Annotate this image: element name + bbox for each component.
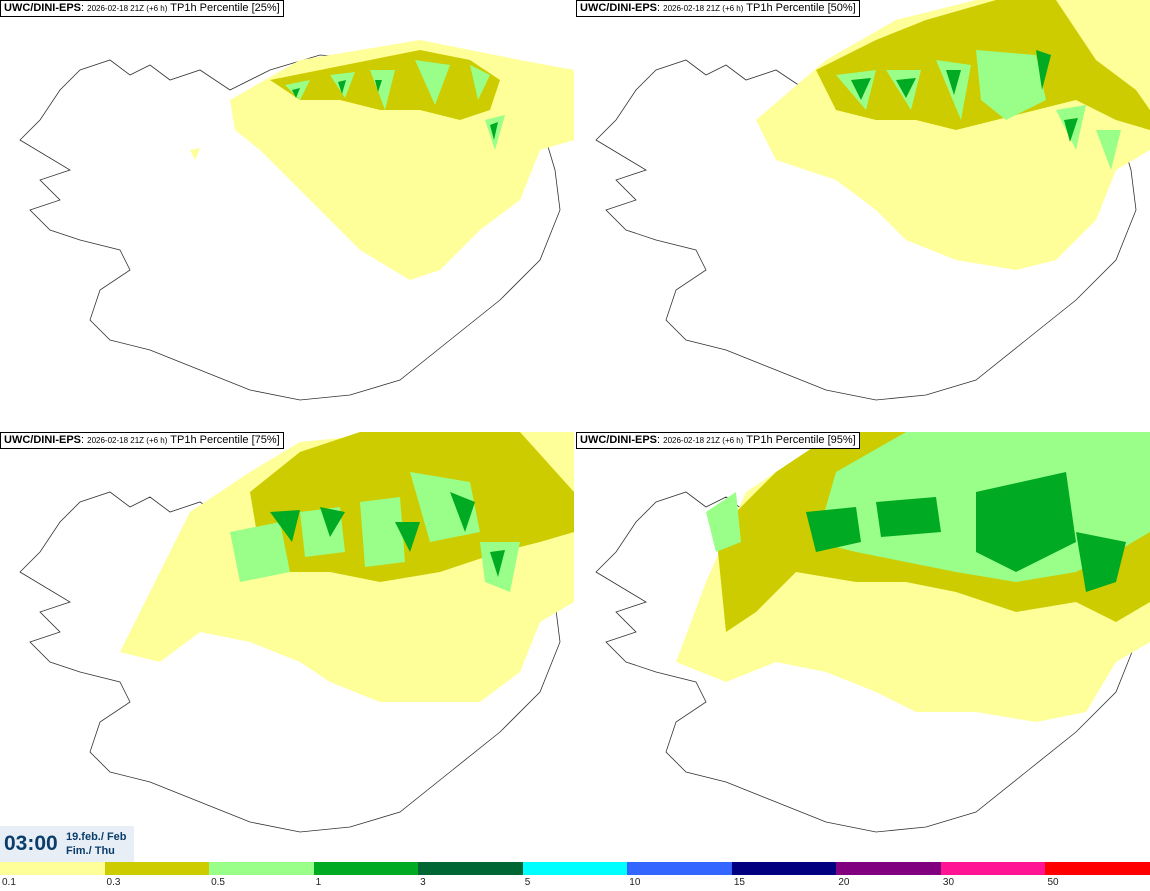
legend-tick-label: 0.5 [211,877,225,888]
legend-swatch-6 [627,862,732,875]
panel-title: UWC/DINI-EPS: 2026-02-18 21Z (+6 h) TP1h… [0,432,284,449]
legend-tick-label: 15 [733,877,745,888]
legend-swatch-2 [209,862,314,875]
model-name: UWC/DINI-EPS [4,434,81,446]
date-line-2: Fim./ Thu [66,845,115,857]
parameter-label: TP1h Percentile [25%] [170,2,280,14]
panel-title: UWC/DINI-EPS: 2026-02-18 21Z (+6 h) TP1h… [576,0,860,17]
run-time: 2026-02-18 21Z (+6 h) [663,436,744,445]
panel-title: UWC/DINI-EPS: 2026-02-18 21Z (+6 h) TP1h… [576,432,860,449]
legend-ticks: 0.1 0.3 0.5 1 3 5 10 15 20 30 50 [0,877,1150,891]
legend-swatch-10 [1045,862,1150,875]
legend-swatch-4 [418,862,523,875]
legend-tick-label: 1 [315,877,322,888]
legend-tick-label: 0.3 [106,877,121,888]
legend-tick-label: 0.1 [2,877,16,888]
legend-swatch-5 [522,862,628,875]
map-panel-p95: UWC/DINI-EPS: 2026-02-18 21Z (+6 h) TP1h… [576,432,1150,862]
legend-tick-label: 5 [524,877,531,888]
run-time: 2026-02-18 21Z (+6 h) [87,4,168,13]
legend-swatch-7 [731,862,837,875]
legend-tick-label: 3 [420,877,426,888]
model-name: UWC/DINI-EPS [4,2,81,14]
legend-swatch-9 [940,862,1046,875]
map-panel-p75: UWC/DINI-EPS: 2026-02-18 21Z (+6 h) TP1h… [0,432,574,862]
color-legend [0,862,1150,875]
valid-time-date: 19.feb./ Feb Fim./ Thu [66,830,127,858]
map-canvas [19,432,574,833]
map-canvas [595,432,1150,833]
map-panel-p50: UWC/DINI-EPS: 2026-02-18 21Z (+6 h) TP1h… [576,0,1150,430]
run-time: 2026-02-18 21Z (+6 h) [87,436,168,445]
model-name: UWC/DINI-EPS [580,2,657,14]
legend-swatch-0 [0,862,105,875]
legend-tick-label: 30 [942,877,955,888]
valid-time-box: 03:00 19.feb./ Feb Fim./ Thu [0,826,134,862]
map-canvas [595,0,1150,401]
parameter-label: TP1h Percentile [75%] [170,434,280,446]
run-time: 2026-02-18 21Z (+6 h) [663,4,744,13]
legend-swatch-8 [836,862,941,875]
map-canvas [19,40,574,401]
panel-title: UWC/DINI-EPS: 2026-02-18 21Z (+6 h) TP1h… [0,0,284,17]
date-line-1: 19.feb./ Feb [66,831,127,843]
parameter-label: TP1h Percentile [95%] [746,434,856,446]
legend-swatch-1 [104,862,210,875]
valid-time-clock: 03:00 [4,832,58,855]
model-name: UWC/DINI-EPS [580,434,657,446]
parameter-label: TP1h Percentile [50%] [746,2,856,14]
legend-tick-label: 20 [838,877,850,888]
map-panel-p25: UWC/DINI-EPS: 2026-02-18 21Z (+6 h) TP1h… [0,0,574,430]
legend-swatch-3 [313,862,419,875]
legend-tick-label: 50 [1047,877,1059,888]
legend-tick-label: 10 [629,877,641,888]
